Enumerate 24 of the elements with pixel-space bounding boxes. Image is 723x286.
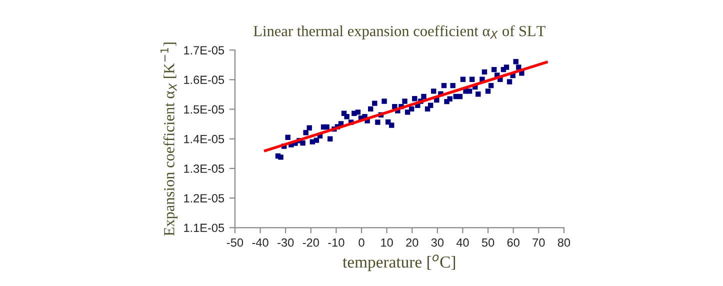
x-tick-label: 50 — [482, 238, 494, 247]
y-tick-label: 1.5E-05 — [184, 105, 224, 114]
x-tick-label: 70 — [532, 238, 545, 247]
x-tick-label: 10 — [381, 238, 393, 247]
x-tick-label: 20 — [406, 238, 418, 247]
x-tick-label: 30 — [431, 238, 444, 247]
x-tick-label: -50 — [226, 238, 244, 247]
y-tick-label: 1.3E-05 — [184, 164, 224, 173]
x-tick-label: 40 — [456, 238, 469, 247]
y-tick-label: 1.4E-05 — [184, 134, 224, 144]
y-axis-title: Expansion coefficient α$_{X}$ [K$^{−1}$] — [160, 42, 178, 236]
x-axis-title: temperature [$^{o}$C] — [342, 254, 456, 272]
x-tick-label: 60 — [507, 238, 520, 247]
x-tick-label: -10 — [328, 238, 344, 247]
x-tick-label: 80 — [558, 238, 570, 247]
x-tick-label: -30 — [278, 238, 294, 247]
y-tick-label: 1.6E-05 — [184, 76, 224, 84]
x-tick-label: -40 — [252, 238, 268, 247]
x-tick-label: 0 — [358, 238, 364, 247]
chart-title: Linear thermal expansion coefficient α$_{X}$ of SLT — [254, 25, 546, 40]
x-tick-label: -20 — [302, 238, 319, 247]
y-tick-label: 1.7E-05 — [184, 46, 224, 54]
y-tick-label: 1.2E-05 — [184, 194, 224, 202]
y-tick-label: 1.1E-05 — [184, 224, 224, 232]
